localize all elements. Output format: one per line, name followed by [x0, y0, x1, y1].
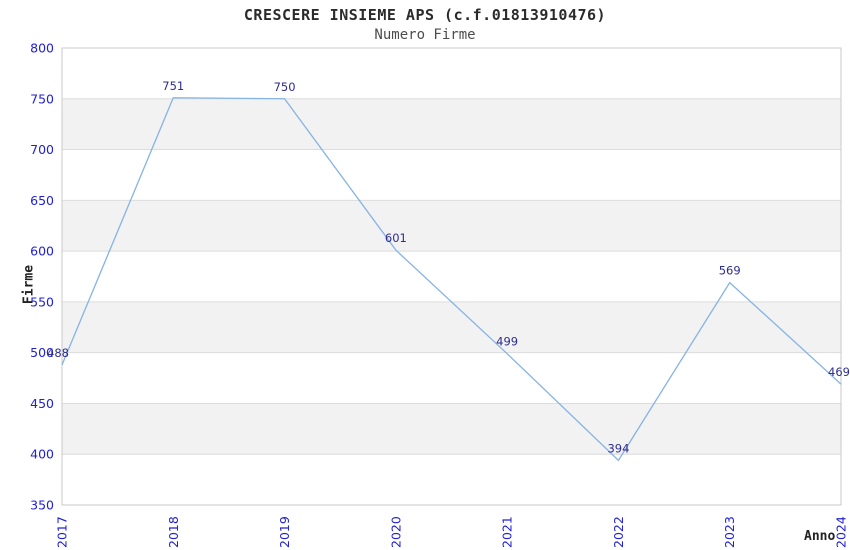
x-tick-label: 2022 [611, 516, 626, 548]
y-tick-label: 500 [30, 345, 54, 360]
y-axis-title: Firme [21, 264, 37, 305]
data-point-label: 488 [47, 346, 69, 360]
y-tick-label: 450 [30, 396, 54, 411]
x-tick-label: 2019 [277, 516, 292, 548]
x-tick-label: 2017 [55, 516, 70, 548]
y-tick-label: 400 [30, 447, 54, 462]
x-tick-label: 2023 [722, 516, 737, 548]
plot-band [62, 98, 841, 150]
y-tick-label: 800 [30, 41, 54, 56]
data-point-label: 469 [828, 365, 850, 379]
chart-subtitle: Numero Firme [374, 27, 476, 43]
x-tick-label: 2020 [388, 516, 403, 548]
y-tick-label: 700 [30, 142, 54, 157]
data-point-label: 499 [496, 335, 518, 349]
y-tick-label: 650 [30, 193, 54, 208]
data-point-label: 750 [274, 80, 296, 94]
x-tick-label: 2021 [500, 516, 515, 548]
plot-band [62, 403, 841, 455]
y-tick-label: 600 [30, 244, 54, 259]
plot-band [62, 200, 841, 252]
data-point-label: 394 [607, 441, 629, 455]
data-point-label: 601 [385, 231, 407, 245]
data-point-label: 569 [719, 264, 741, 278]
y-tick-label: 350 [30, 498, 54, 513]
chart-title: CRESCERE INSIEME APS (c.f.01813910476) [243, 6, 607, 24]
x-tick-label: 2018 [166, 516, 181, 548]
plot-border [61, 47, 842, 506]
x-tick-label: 2024 [834, 516, 849, 548]
data-series-line [61, 97, 842, 462]
y-tick-label: 750 [30, 91, 54, 106]
data-point-label: 751 [162, 79, 184, 93]
plot-band [62, 301, 841, 353]
y-tick-label: 550 [30, 294, 54, 309]
x-axis-title: Anno [804, 529, 836, 544]
